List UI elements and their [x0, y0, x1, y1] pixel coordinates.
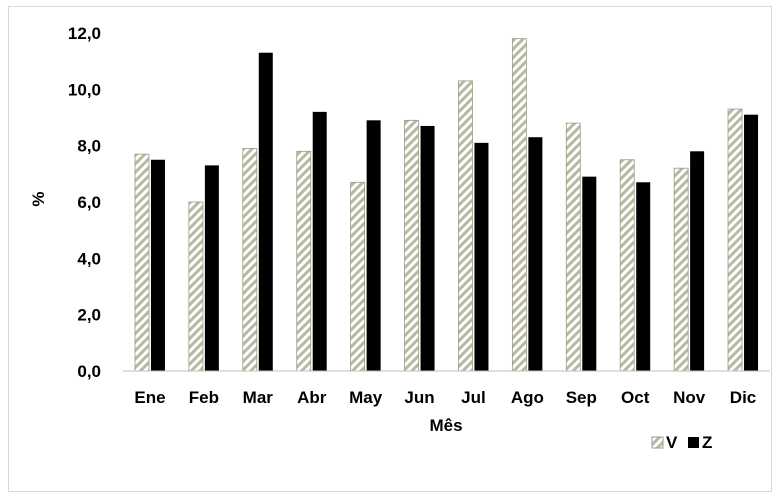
bar-z-may	[366, 120, 381, 371]
bar-z-mar	[258, 52, 273, 371]
legend-label-z: Z	[702, 433, 712, 452]
bar-v-feb	[188, 201, 204, 372]
bar-z-ago	[528, 137, 543, 371]
bar-z-nov	[690, 151, 705, 371]
x-tick-label: Jun	[404, 388, 434, 407]
bar-z-jul	[474, 142, 489, 371]
x-tick-labels: Ene Feb Mar Abr May Jun Jul Ago Sep Oct Nov Dic	[134, 388, 756, 407]
legend: V Z	[651, 433, 712, 452]
bar-v-jul	[458, 80, 473, 372]
bar-v-may	[350, 181, 366, 372]
bar-v-ago	[511, 38, 527, 372]
bar-v-mar	[242, 148, 258, 372]
x-tick-label: Oct	[621, 388, 650, 407]
bar-z-abr	[312, 111, 327, 371]
x-tick-label: Feb	[189, 388, 219, 407]
x-tick-label: Nov	[673, 388, 706, 407]
x-tick-label: Jul	[461, 388, 486, 407]
x-tick-label: Sep	[566, 388, 597, 407]
x-tick-label: Abr	[297, 388, 327, 407]
y-tick-label: 12,0	[68, 24, 101, 43]
bar-v-oct	[619, 159, 635, 372]
x-tick-label: Ene	[134, 388, 165, 407]
bar-v-sep	[565, 122, 581, 372]
y-tick-label: 4,0	[77, 249, 101, 268]
bar-z-feb	[204, 165, 219, 371]
bar-v-ene	[134, 153, 150, 372]
bar-z-sep	[582, 176, 597, 371]
bar-z-oct	[636, 182, 651, 371]
y-tick-labels: 0,0 2,0 4,0 6,0 8,0 10,0 12,0	[68, 24, 101, 381]
y-tick-label: 2,0	[77, 306, 101, 325]
x-tick-label: Dic	[730, 388, 756, 407]
x-tick-label: Mar	[243, 388, 274, 407]
x-tick-label: May	[349, 388, 383, 407]
bars-group	[134, 38, 759, 372]
legend-swatch-z	[688, 437, 699, 448]
bar-z-jun	[420, 125, 435, 371]
bar-v-nov	[673, 167, 689, 372]
y-axis-title: %	[29, 191, 48, 206]
legend-label-v: V	[666, 433, 678, 452]
legend-swatch-v	[651, 436, 664, 449]
bar-v-dic	[727, 108, 743, 372]
x-axis-title: Mês	[429, 416, 462, 435]
y-tick-label: 8,0	[77, 137, 101, 156]
x-tick-label: Ago	[511, 388, 544, 407]
bar-v-jun	[404, 119, 419, 372]
bar-z-dic	[744, 114, 759, 371]
bar-v-abr	[296, 150, 312, 372]
y-tick-label: 0,0	[77, 362, 101, 381]
bar-z-ene	[150, 159, 165, 371]
y-tick-label: 10,0	[68, 80, 101, 99]
y-tick-label: 6,0	[77, 193, 101, 212]
